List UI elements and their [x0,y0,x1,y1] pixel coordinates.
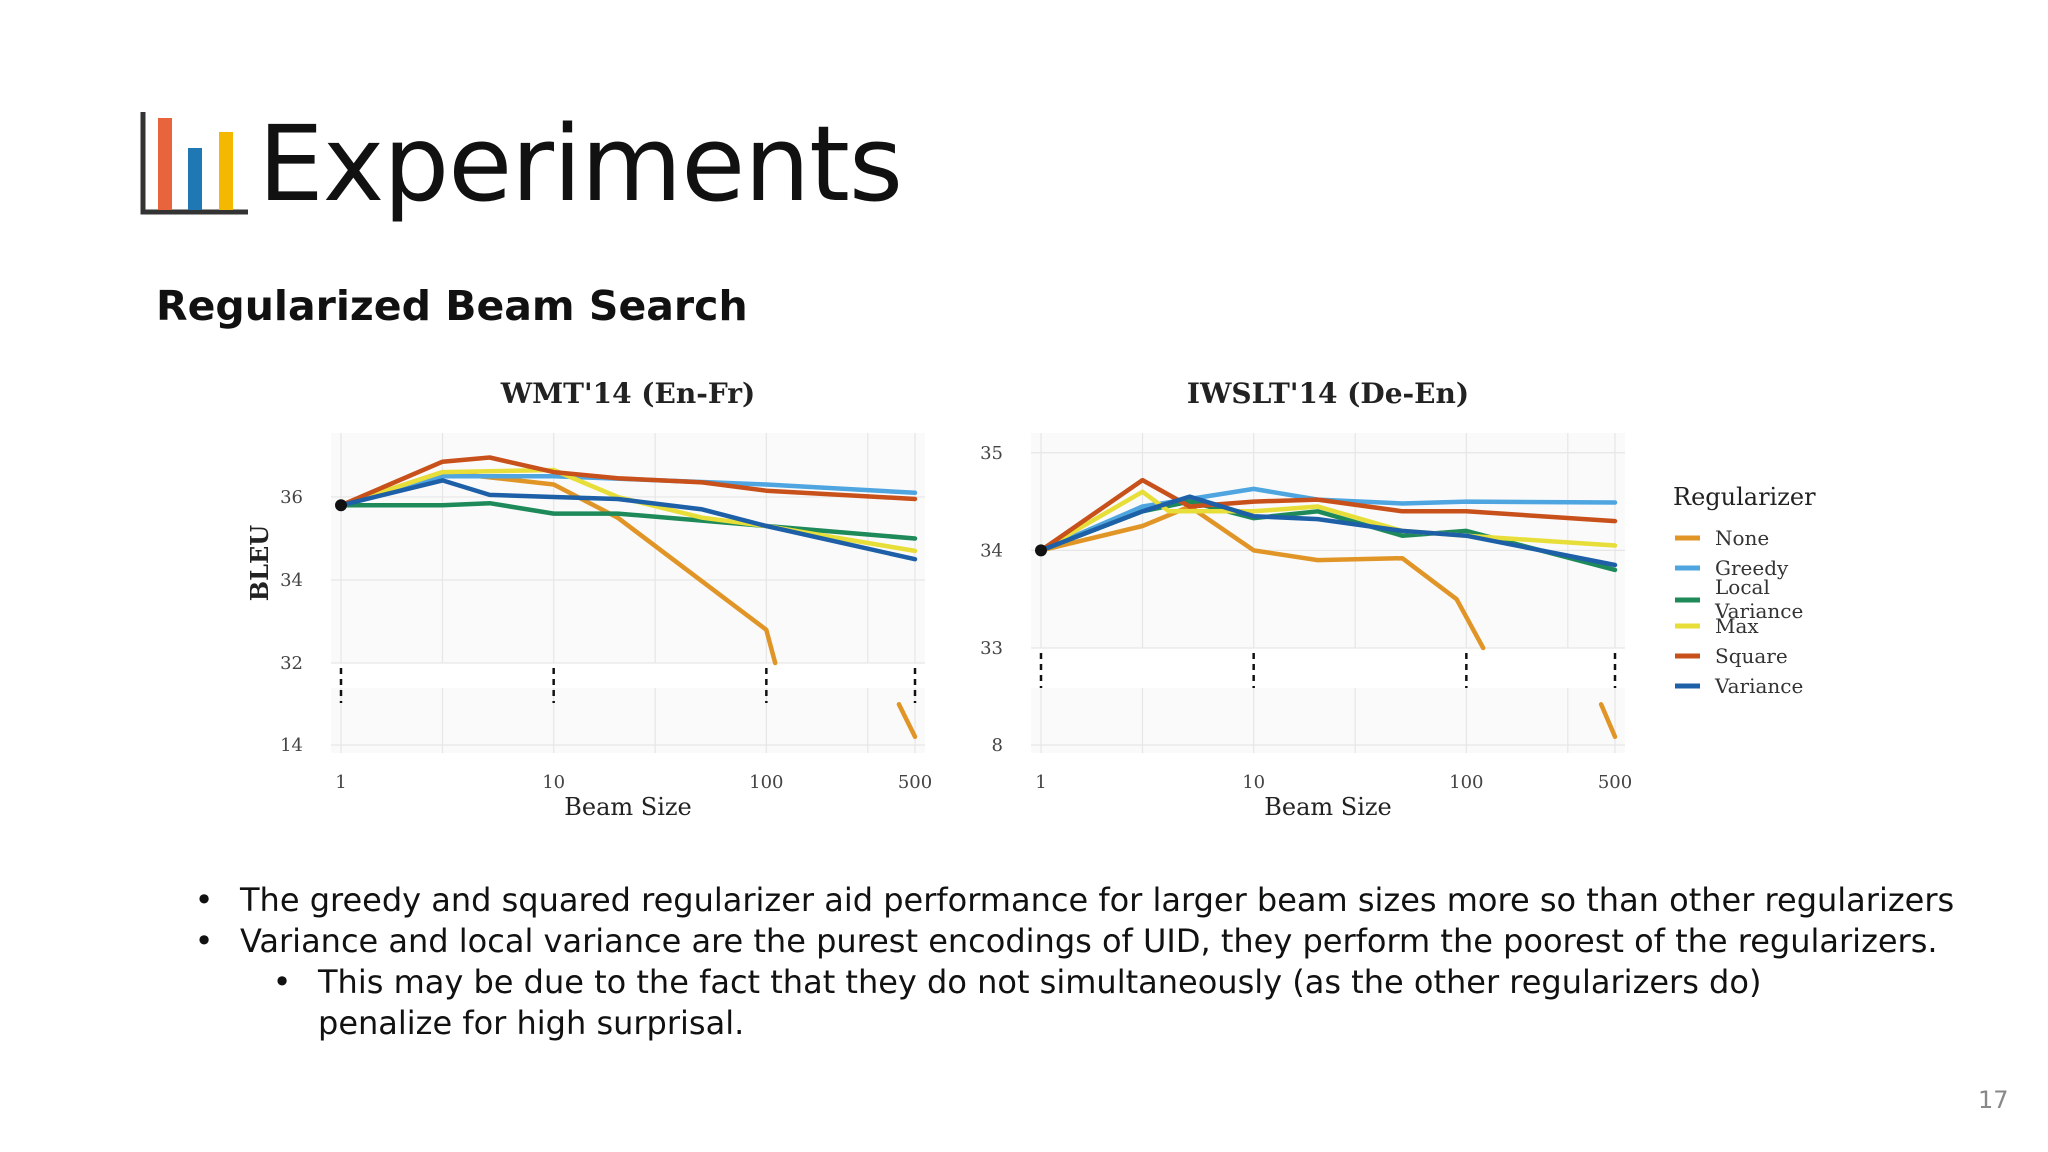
chart-title: WMT'14 (En-Fr) [500,377,756,410]
x-tick-label: 10 [542,772,565,793]
y-tick-label: 34 [980,540,1003,561]
bullet-dot: • [272,963,292,1001]
slide-subtitle: Regularized Beam Search [156,282,748,330]
plot-area-upper [331,433,925,663]
bullet-text: This may be due to the fact that they do… [318,963,1762,1042]
chart-title: IWSLT'14 (De-En) [1187,377,1469,410]
legend-label: None [1715,526,1769,550]
x-tick-label: 1 [1035,772,1046,793]
bullet-item: • The greedy and squared regularizer aid … [190,880,1955,921]
series-line-variance [1038,494,1618,568]
plot-area-lower [331,688,925,753]
bullet-dot: • [194,881,214,919]
legend-label: Local Variance [1714,575,1803,623]
legend-label: Greedy [1715,556,1789,580]
bullet-text: Variance and local variance are the pure… [240,922,1938,960]
legend-label: Variance [1714,674,1803,698]
y-tick-label: 35 [980,443,1003,464]
start-point [1035,544,1047,557]
y-axis-label: BLEU [245,525,274,601]
chart-panel-2: 33 34 35 8 1 10 100 500 Beam Size IWSLT'14 (De-En… [980,377,1632,821]
y-tick-label: 8 [992,735,1003,756]
bullet-item: • Variance and local variance are the pur… [190,921,1938,962]
start-point [335,499,347,512]
bullet-list: • The greedy and squared regularizer aid … [190,880,1955,1044]
legend-label: Max [1715,614,1759,638]
x-tick-label: 500 [898,772,932,793]
x-tick-label: 100 [749,772,783,793]
x-tick-label: 1 [335,772,346,793]
bullet-text: The greedy and squared regularizer aid p… [240,881,1955,919]
y-tick-label: 32 [280,653,303,674]
y-tick-label: 33 [980,638,1003,659]
legend-label: Square [1715,644,1788,668]
bullet-dot: • [194,922,214,960]
x-tick-label: 10 [1242,772,1265,793]
series-line-variance [338,478,918,562]
series-line-none [1038,504,1486,651]
x-axis-label: Beam Size [564,793,692,821]
x-tick-label: 500 [1598,772,1632,793]
y-tick-label: 34 [280,570,303,591]
sub-bullet-item: • This may be due to the fact that they d… [190,962,1898,1044]
bar-chart-icon [140,112,248,215]
figure: 32 34 36 14 1 10 100 500 Beam Size BLEU WMT'14 (En… [245,377,1816,821]
y-tick-label: 36 [280,487,303,508]
chart-panel-1: 32 34 36 14 1 10 100 500 Beam Size BLEU WMT'14 (En… [245,377,932,821]
y-tick-label: 14 [280,735,303,756]
series-line-none-lower [1598,702,1618,740]
x-tick-label: 100 [1449,772,1483,793]
page-number: 17 [1978,1086,2009,1114]
series-line-square [1038,477,1618,553]
legend-title: Regularizer [1673,483,1816,511]
series-line-square [338,455,918,508]
series-line-greedy [338,473,918,508]
x-axis-label: Beam Size [1264,793,1392,821]
series-line-none-lower [896,702,918,740]
slide-title: Experiments [258,103,903,225]
plot-area-lower [1031,688,1625,753]
